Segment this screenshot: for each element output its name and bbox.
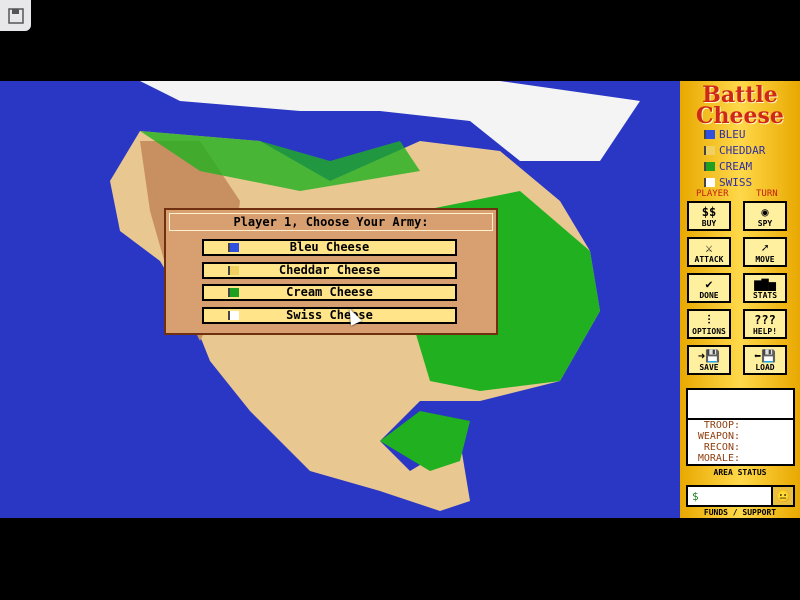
option-label: Cheddar Cheese (278, 263, 381, 277)
area-status-panel: TROOP: WEAPON: RECON: MORALE: (686, 388, 795, 466)
load-disk-icon: ⬅💾 (753, 349, 777, 363)
choose-army-dialog: Player 1, Choose Your Army: Bleu Cheese … (164, 208, 498, 335)
flag-icon (228, 243, 239, 252)
checkmark-icon: ✔ (705, 277, 713, 291)
troop-label: TROOP: (703, 420, 740, 431)
button-label: SPY (757, 219, 773, 228)
button-label: DONE (699, 291, 719, 300)
question-icon: ??? (754, 313, 776, 327)
option-label: Swiss Cheese (286, 308, 373, 322)
option-bleu-cheese[interactable]: Bleu Cheese (202, 239, 457, 256)
load-button[interactable]: ⬅💾 LOAD (743, 345, 787, 375)
army-swiss: SWISS (704, 176, 752, 189)
flag-icon (704, 146, 715, 155)
army-label: CREAM (719, 160, 753, 173)
bar-chart-icon: ▆▇▅ (754, 277, 776, 291)
sword-icon: ⚔ (705, 241, 713, 255)
army-label: BLEU (719, 128, 746, 141)
options-button[interactable]: ⫶ OPTIONS (687, 309, 731, 339)
button-label: BUY (701, 219, 717, 228)
support-smiley-icon: 😐 (771, 487, 793, 505)
flag-icon (228, 266, 239, 275)
weapon-label: WEAPON: (697, 431, 740, 442)
flag-icon (228, 311, 239, 320)
army-bleu: BLEU (704, 128, 746, 141)
game-title-cheese: Cheese (696, 103, 784, 129)
recon-label: RECON: (703, 442, 740, 453)
player-label: PLAYER (696, 189, 729, 199)
option-cream-cheese[interactable]: Cream Cheese (202, 284, 457, 301)
option-swiss-cheese[interactable]: Swiss Cheese (202, 307, 457, 324)
control-sidebar: Battle Cheese BLEU CHEDDAR CREAM SWISS P… (680, 81, 800, 518)
button-label: HELP! (752, 327, 778, 336)
attack-button[interactable]: ⚔ ATTACK (687, 237, 731, 267)
help-button[interactable]: ??? HELP! (743, 309, 787, 339)
save-button[interactable]: ➜💾 SAVE (687, 345, 731, 375)
dialog-title: Player 1, Choose Your Army: (169, 213, 493, 231)
flag-icon (704, 130, 715, 139)
area-status-caption: AREA STATUS (713, 468, 767, 477)
army-label: CHEDDAR (719, 144, 766, 157)
flag-icon (704, 178, 715, 187)
floppy-save-icon[interactable] (0, 0, 31, 31)
game-title-battle: Battle (702, 82, 778, 108)
flag-icon (704, 162, 715, 171)
button-label: STATS (752, 291, 778, 300)
flag-icon (228, 288, 239, 297)
done-button[interactable]: ✔ DONE (687, 273, 731, 303)
button-label: OPTIONS (692, 327, 726, 336)
army-cheddar: CHEDDAR (704, 144, 765, 157)
turn-label: TURN (756, 189, 778, 199)
funds-caption: FUNDS / SUPPORT (703, 508, 777, 517)
spy-button[interactable]: ◉ SPY (743, 201, 787, 231)
move-button[interactable]: ➚ MOVE (743, 237, 787, 267)
move-icon: ➚ (761, 241, 769, 255)
sliders-icon: ⫶ (707, 313, 711, 327)
button-label: MOVE (755, 255, 775, 264)
option-label: Cream Cheese (286, 285, 373, 299)
button-label: LOAD (755, 363, 775, 372)
funds-value: $ (692, 489, 699, 503)
button-label: ATTACK (694, 255, 724, 264)
buy-button[interactable]: $$ BUY (687, 201, 731, 231)
army-label: SWISS (719, 176, 753, 189)
option-label: Bleu Cheese (289, 240, 370, 254)
stats-button[interactable]: ▆▇▅ STATS (743, 273, 787, 303)
army-cream: CREAM (704, 160, 752, 173)
money-icon: $$ (701, 205, 717, 219)
button-label: SAVE (699, 363, 719, 372)
option-cheddar-cheese[interactable]: Cheddar Cheese (202, 262, 457, 279)
eye-icon: ◉ (761, 205, 769, 219)
morale-label: MORALE: (697, 453, 740, 464)
save-disk-icon: ➜💾 (697, 349, 721, 363)
funds-display: $ 😐 (686, 485, 795, 507)
